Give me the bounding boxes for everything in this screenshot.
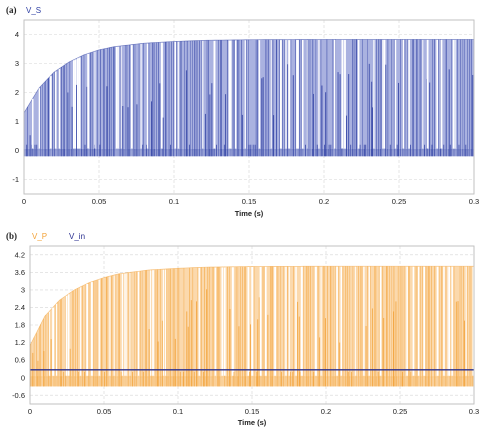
- x-tick-label: 0.2: [321, 407, 331, 416]
- y-tick-label: 1.8: [15, 321, 25, 330]
- x-axis-a: 0 0.05 0.1 0.15 0.2 0.25 0.3: [22, 197, 479, 206]
- x-axis-b: 0 0.05 0.1 0.15 0.2 0.25 0.3: [28, 407, 479, 416]
- x-tick-label: 0.25: [393, 407, 408, 416]
- y-tick-label: 0.6: [15, 356, 25, 365]
- x-tick-label: 0.15: [245, 407, 260, 416]
- plot-frame-outline: [29, 245, 475, 405]
- y-tick-label: -0.6: [12, 391, 25, 400]
- panel-b-label: (b): [6, 231, 17, 241]
- panel-a: (a) V_S -1 0 1 2 3 4 0 0.05 0.1 0.15 0.2 0.25 0.3 T…: [6, 5, 479, 218]
- envelope-area: [24, 39, 474, 151]
- y-axis-b: -0.6 0 0.6 1.2 1.8 2.4 3 3.6 4.2: [12, 250, 25, 399]
- x-tick-label: 0.3: [469, 407, 479, 416]
- x-tick-label: 0.1: [173, 407, 183, 416]
- envelope-line: [23, 39, 474, 113]
- x-tick-label: 0.05: [92, 197, 107, 206]
- x-tick-label: 0.3: [469, 197, 479, 206]
- y-tick-label: 3: [21, 285, 25, 294]
- x-tick-label: 0.05: [97, 407, 112, 416]
- y-tick-label: 3.6: [15, 268, 25, 277]
- y-tick-label: 0: [15, 146, 19, 155]
- y-tick-label: 2.4: [15, 303, 25, 312]
- x-tick-label: 0.15: [242, 197, 257, 206]
- x-axis-title-b: Time (s): [238, 418, 267, 427]
- y-tick-label: 2: [15, 88, 19, 97]
- y-tick-label: 1: [15, 117, 19, 126]
- y-axis-a: -1 0 1 2 3 4: [12, 30, 19, 184]
- legend-vp: V_P: [32, 232, 47, 241]
- low-band: [30, 376, 474, 387]
- x-axis-title-a: Time (s): [235, 209, 264, 218]
- x-tick-label: 0: [22, 197, 26, 206]
- y-tick-label: 4.2: [15, 250, 25, 259]
- y-tick-label: 0: [21, 373, 25, 382]
- plot-frame-outline: [23, 19, 475, 195]
- x-tick-label: 0.25: [392, 197, 407, 206]
- legend-vs: V_S: [26, 6, 41, 15]
- y-tick-label: 4: [15, 30, 19, 39]
- x-tick-label: 0: [28, 407, 32, 416]
- y-tick-label: -1: [12, 175, 19, 184]
- panel-a-label: (a): [6, 5, 17, 15]
- legend-vin: V_in: [69, 232, 85, 241]
- series-vp: [29, 265, 474, 387]
- y-tick-label: 1.2: [15, 338, 25, 347]
- series-vs: [23, 39, 474, 157]
- x-tick-label: 0.2: [319, 197, 329, 206]
- x-tick-label: 0.1: [169, 197, 179, 206]
- y-tick-label: 3: [15, 59, 19, 68]
